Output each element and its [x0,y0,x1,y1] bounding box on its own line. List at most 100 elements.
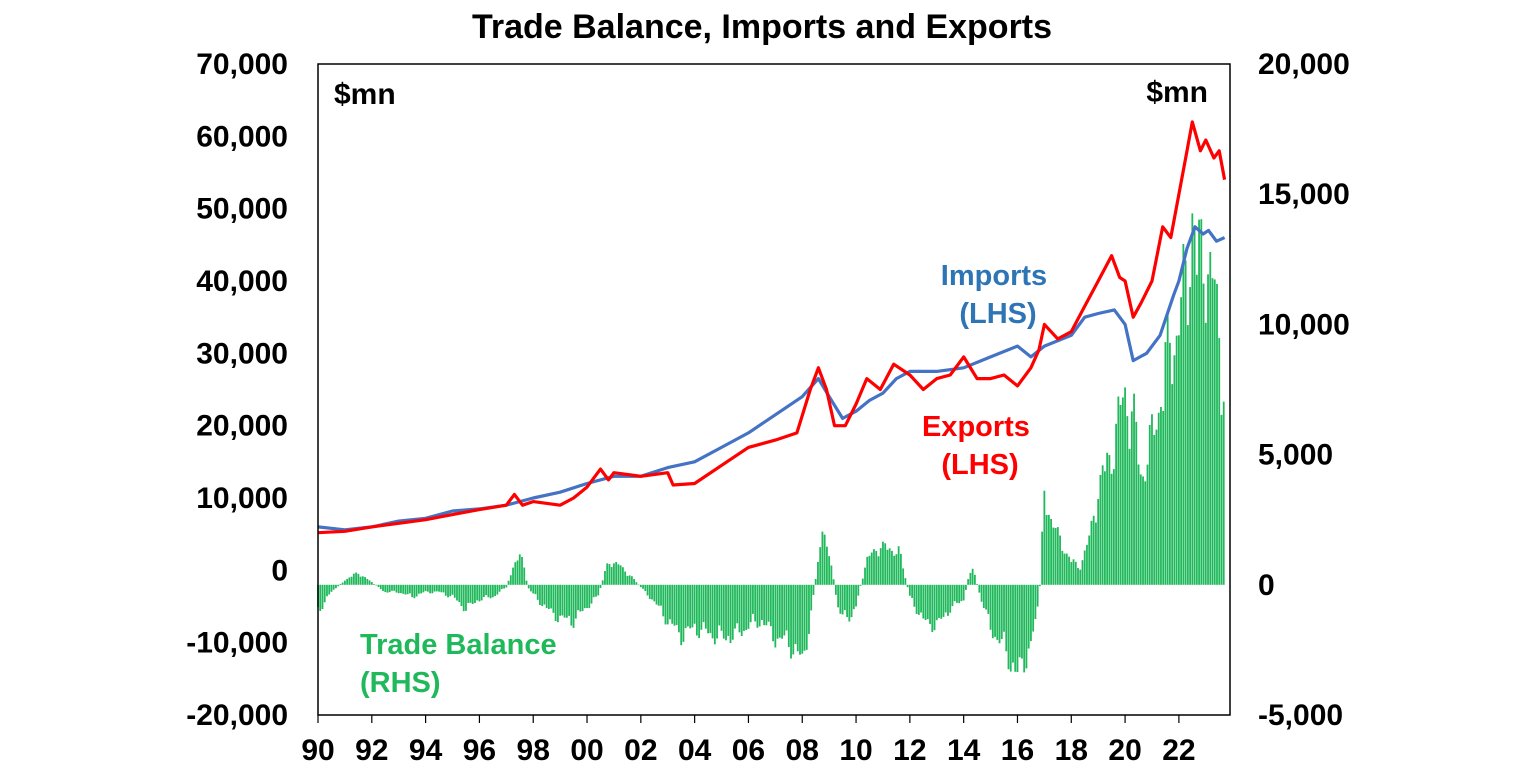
trade-balance-bar [826,546,828,585]
trade-balance-bar [965,584,967,590]
trade-balance-bar [841,584,844,615]
trade-balance-bar [911,584,913,598]
trade-balance-bar [617,564,620,585]
right-tick-label: 15,000 [1258,178,1350,211]
trade-balance-bar [763,584,766,626]
trade-balance-bar [1198,219,1200,585]
trade-balance-bar [1139,474,1142,585]
trade-balance-bar [711,584,714,639]
trade-balance-bar [1095,522,1097,585]
trade-balance-bar [729,584,732,644]
trade-balance-bar [926,584,929,620]
trade-balance-bar [402,584,405,594]
trade-balance-bar [792,584,795,655]
trade-balance-bar [1119,404,1122,585]
trade-balance-bar [485,584,488,596]
trade-balance-bar [1065,553,1068,585]
left-tick-label: 50,000 [196,193,288,226]
trade-balance-bar [1166,313,1169,585]
trade-balance-bar [846,584,848,618]
trade-balance-bar [431,584,434,594]
trade-balance-bar [740,584,743,636]
trade-balance-bar [709,584,712,633]
trade-balance-bar [388,584,391,593]
trade-balance-bar [870,552,873,585]
x-tick-label: 96 [463,734,496,767]
trade-balance-bar [604,571,606,585]
trade-balance-bar [749,584,752,623]
trade-balance-bar [577,584,579,611]
trade-balance-bar [411,584,414,598]
right-tick-label: 0 [1258,569,1275,602]
trade-balance-bar [991,584,994,639]
trade-balance-bar [958,584,961,604]
trade-balance-bar [805,584,808,650]
trade-balance-bar [1034,584,1037,620]
trade-balance-bar [767,584,770,622]
trade-balance-bar [503,584,505,589]
trade-balance-bar [1000,584,1003,640]
right-axis-ticks: 20,000 15,000 10,000 5,000 0 -5,000 [1258,48,1350,732]
trade-balance-bar [1108,455,1111,585]
trade-balance-bar [509,575,512,585]
trade-balance-bar [1175,335,1178,585]
trade-balance-bar [521,557,523,585]
trade-balance-bar [426,584,429,592]
trade-balance-bar [467,584,470,603]
trade-balance-bar [687,584,689,627]
trade-balance-bar [956,584,958,603]
trade-balance-bar [745,584,748,631]
trade-balance-bar [579,584,582,612]
trade-balance-bar [895,554,898,585]
trade-balance-bar [323,584,326,603]
trade-balance-bar [769,584,772,627]
trade-balance-bar [967,579,970,585]
trade-balance-bar [660,584,662,606]
trade-balance-bar [516,560,519,585]
trade-balance-label-line1: Trade Balance [360,629,557,661]
trade-balance-bar [1153,434,1156,585]
trade-balance-bar [1012,584,1014,663]
x-tick-label: 12 [893,734,926,767]
trade-balance-bar [1054,527,1057,585]
trade-balance-bar [893,555,896,585]
trade-balance-bar [1180,297,1183,585]
trade-balance-bar [541,584,544,607]
trade-balance-bar [1177,335,1180,585]
left-tick-label: 20,000 [196,410,288,443]
right-tick-label: 20,000 [1258,48,1350,81]
trade-balance-bar [1021,584,1023,659]
trade-balance-bar [1182,243,1185,585]
trade-balance-bar [821,531,824,585]
trade-balance-bar [357,573,360,585]
trade-balance-bar [799,584,801,655]
trade-balance-bar [940,584,943,619]
trade-balance-bar [1032,584,1035,632]
trade-balance-bar [644,584,647,591]
trade-balance-bars [317,213,1225,673]
trade-balance-bar [828,556,831,585]
trade-balance-bar [462,584,465,612]
left-tick-label: -20,000 [186,699,288,732]
trade-balance-bar [523,567,526,585]
trade-balance-bar [1050,518,1052,585]
trade-balance-bar [1209,251,1212,585]
trade-balance-bar [1160,406,1162,585]
trade-balance-bar [1068,556,1070,585]
trade-balance-bar [639,584,642,588]
trade-balance-bar [505,584,508,588]
trade-balance-bar [332,584,335,590]
trade-balance-bar [442,584,445,593]
trade-balance-bar [554,584,557,622]
trade-balance-bar [590,584,593,604]
trade-balance-bar [857,584,860,596]
trade-balance-bar [393,584,396,591]
trade-balance-bar [994,584,996,637]
trade-balance-bar [512,567,514,585]
trade-balance-bar [1083,550,1086,585]
trade-balance-bar [382,584,384,592]
trade-balance-bar [778,584,781,638]
trade-balance-bar [678,584,680,633]
trade-balance-bar [626,575,629,585]
trade-balance-bar [837,584,840,608]
